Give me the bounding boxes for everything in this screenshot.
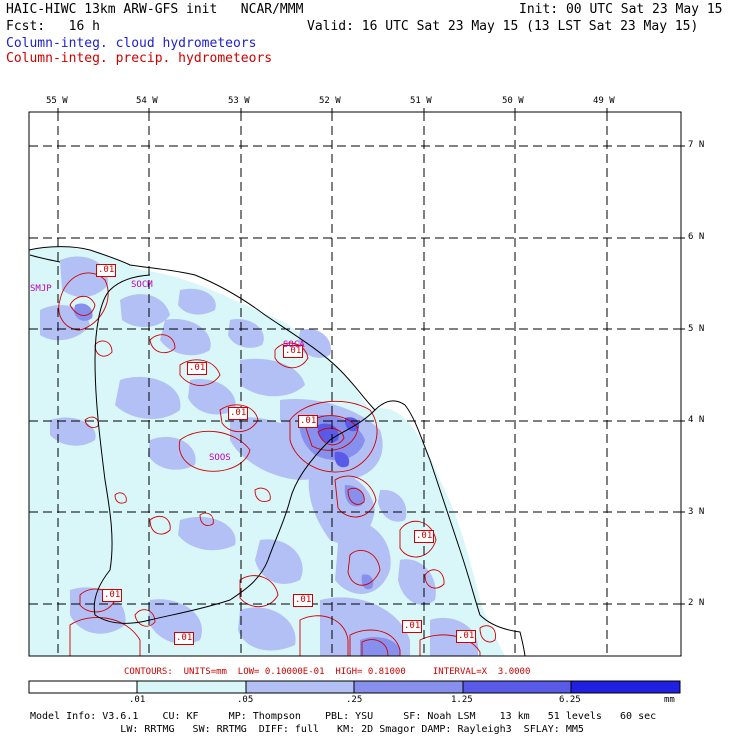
lat-label-6n: 6 N bbox=[688, 232, 705, 242]
coastline bbox=[29, 246, 526, 656]
model-info-line1: Model Info: V3.6.1 CU: KF MP: Thompson P… bbox=[30, 711, 657, 722]
contour-label: .01 bbox=[293, 594, 314, 607]
lon-label-54w: 54 W bbox=[136, 96, 158, 106]
lon-label-53w: 53 W bbox=[228, 96, 250, 106]
contour-label: .01 bbox=[298, 415, 319, 428]
colorbar-bin-1 bbox=[137, 681, 246, 693]
lat-label-4n: 4 N bbox=[688, 415, 705, 425]
map-frame bbox=[28, 111, 682, 657]
colorbar-tick: .25 bbox=[346, 695, 363, 705]
colorbar-bin-0 bbox=[29, 681, 137, 693]
colorbar-tick: .05 bbox=[237, 695, 254, 705]
lat-label-2n: 2 N bbox=[688, 598, 705, 608]
forecast-hour: Fcst: 16 h bbox=[6, 19, 100, 34]
station-smjp: SMJP bbox=[30, 284, 52, 294]
lat-label-3n: 3 N bbox=[688, 507, 705, 517]
colorbar-bin-3 bbox=[354, 681, 463, 693]
station-soca: SOCA bbox=[283, 340, 305, 350]
contour-label: .01 bbox=[414, 530, 435, 543]
precip-contours bbox=[58, 272, 496, 656]
colorbar-tick: 6.25 bbox=[559, 695, 581, 705]
contour-label: .01 bbox=[187, 362, 208, 375]
lat-label-7n: 7 N bbox=[688, 140, 705, 150]
contour-label: .01 bbox=[456, 630, 477, 643]
valid-time: Valid: 16 UTC Sat 23 May 15 (13 LST Sat … bbox=[307, 19, 699, 34]
contour-label: .01 bbox=[174, 632, 195, 645]
field-cloud-label: Column-integ. cloud hydrometeors bbox=[6, 36, 257, 51]
contour-label: .01 bbox=[102, 589, 123, 602]
colorbar-bin-5 bbox=[571, 681, 680, 693]
lon-label-52w: 52 W bbox=[319, 96, 341, 106]
contour-label: .01 bbox=[228, 407, 249, 420]
station-socm: SOCM bbox=[131, 280, 153, 290]
field-precip-label: Column-integ. precip. hydrometeors bbox=[6, 51, 273, 66]
contours-info: CONTOURS: UNITS=mm LOW= 0.10000E-01 HIGH… bbox=[124, 667, 531, 677]
colorbar-units: mm bbox=[664, 695, 675, 705]
contour-label: .01 bbox=[283, 345, 304, 358]
lon-label-50w: 50 W bbox=[502, 96, 524, 106]
model-info-line2: LW: RRTMG SW: RRTMG DIFF: full KM: 2D Sm… bbox=[30, 724, 584, 735]
lat-label-5n: 5 N bbox=[688, 324, 705, 334]
lon-label-55w: 55 W bbox=[46, 96, 68, 106]
station-soos: SOOS bbox=[209, 453, 231, 463]
colorbar-tick: 1.25 bbox=[451, 695, 473, 705]
contour-label: .01 bbox=[96, 264, 117, 277]
lon-label-49w: 49 W bbox=[593, 96, 615, 106]
lon-label-51w: 51 W bbox=[410, 96, 432, 106]
latlon-grid bbox=[29, 112, 681, 656]
colorbar-tick: .01 bbox=[129, 695, 146, 705]
contour-label: .01 bbox=[402, 620, 423, 633]
colorbar-bin-2 bbox=[246, 681, 354, 693]
init-time: Init: 00 UTC Sat 23 May 15 bbox=[519, 2, 723, 17]
colorbar-bin-4 bbox=[463, 681, 571, 693]
header-title: HAIC-HIWC 13km ARW-GFS init NCAR/MMM bbox=[6, 2, 304, 17]
